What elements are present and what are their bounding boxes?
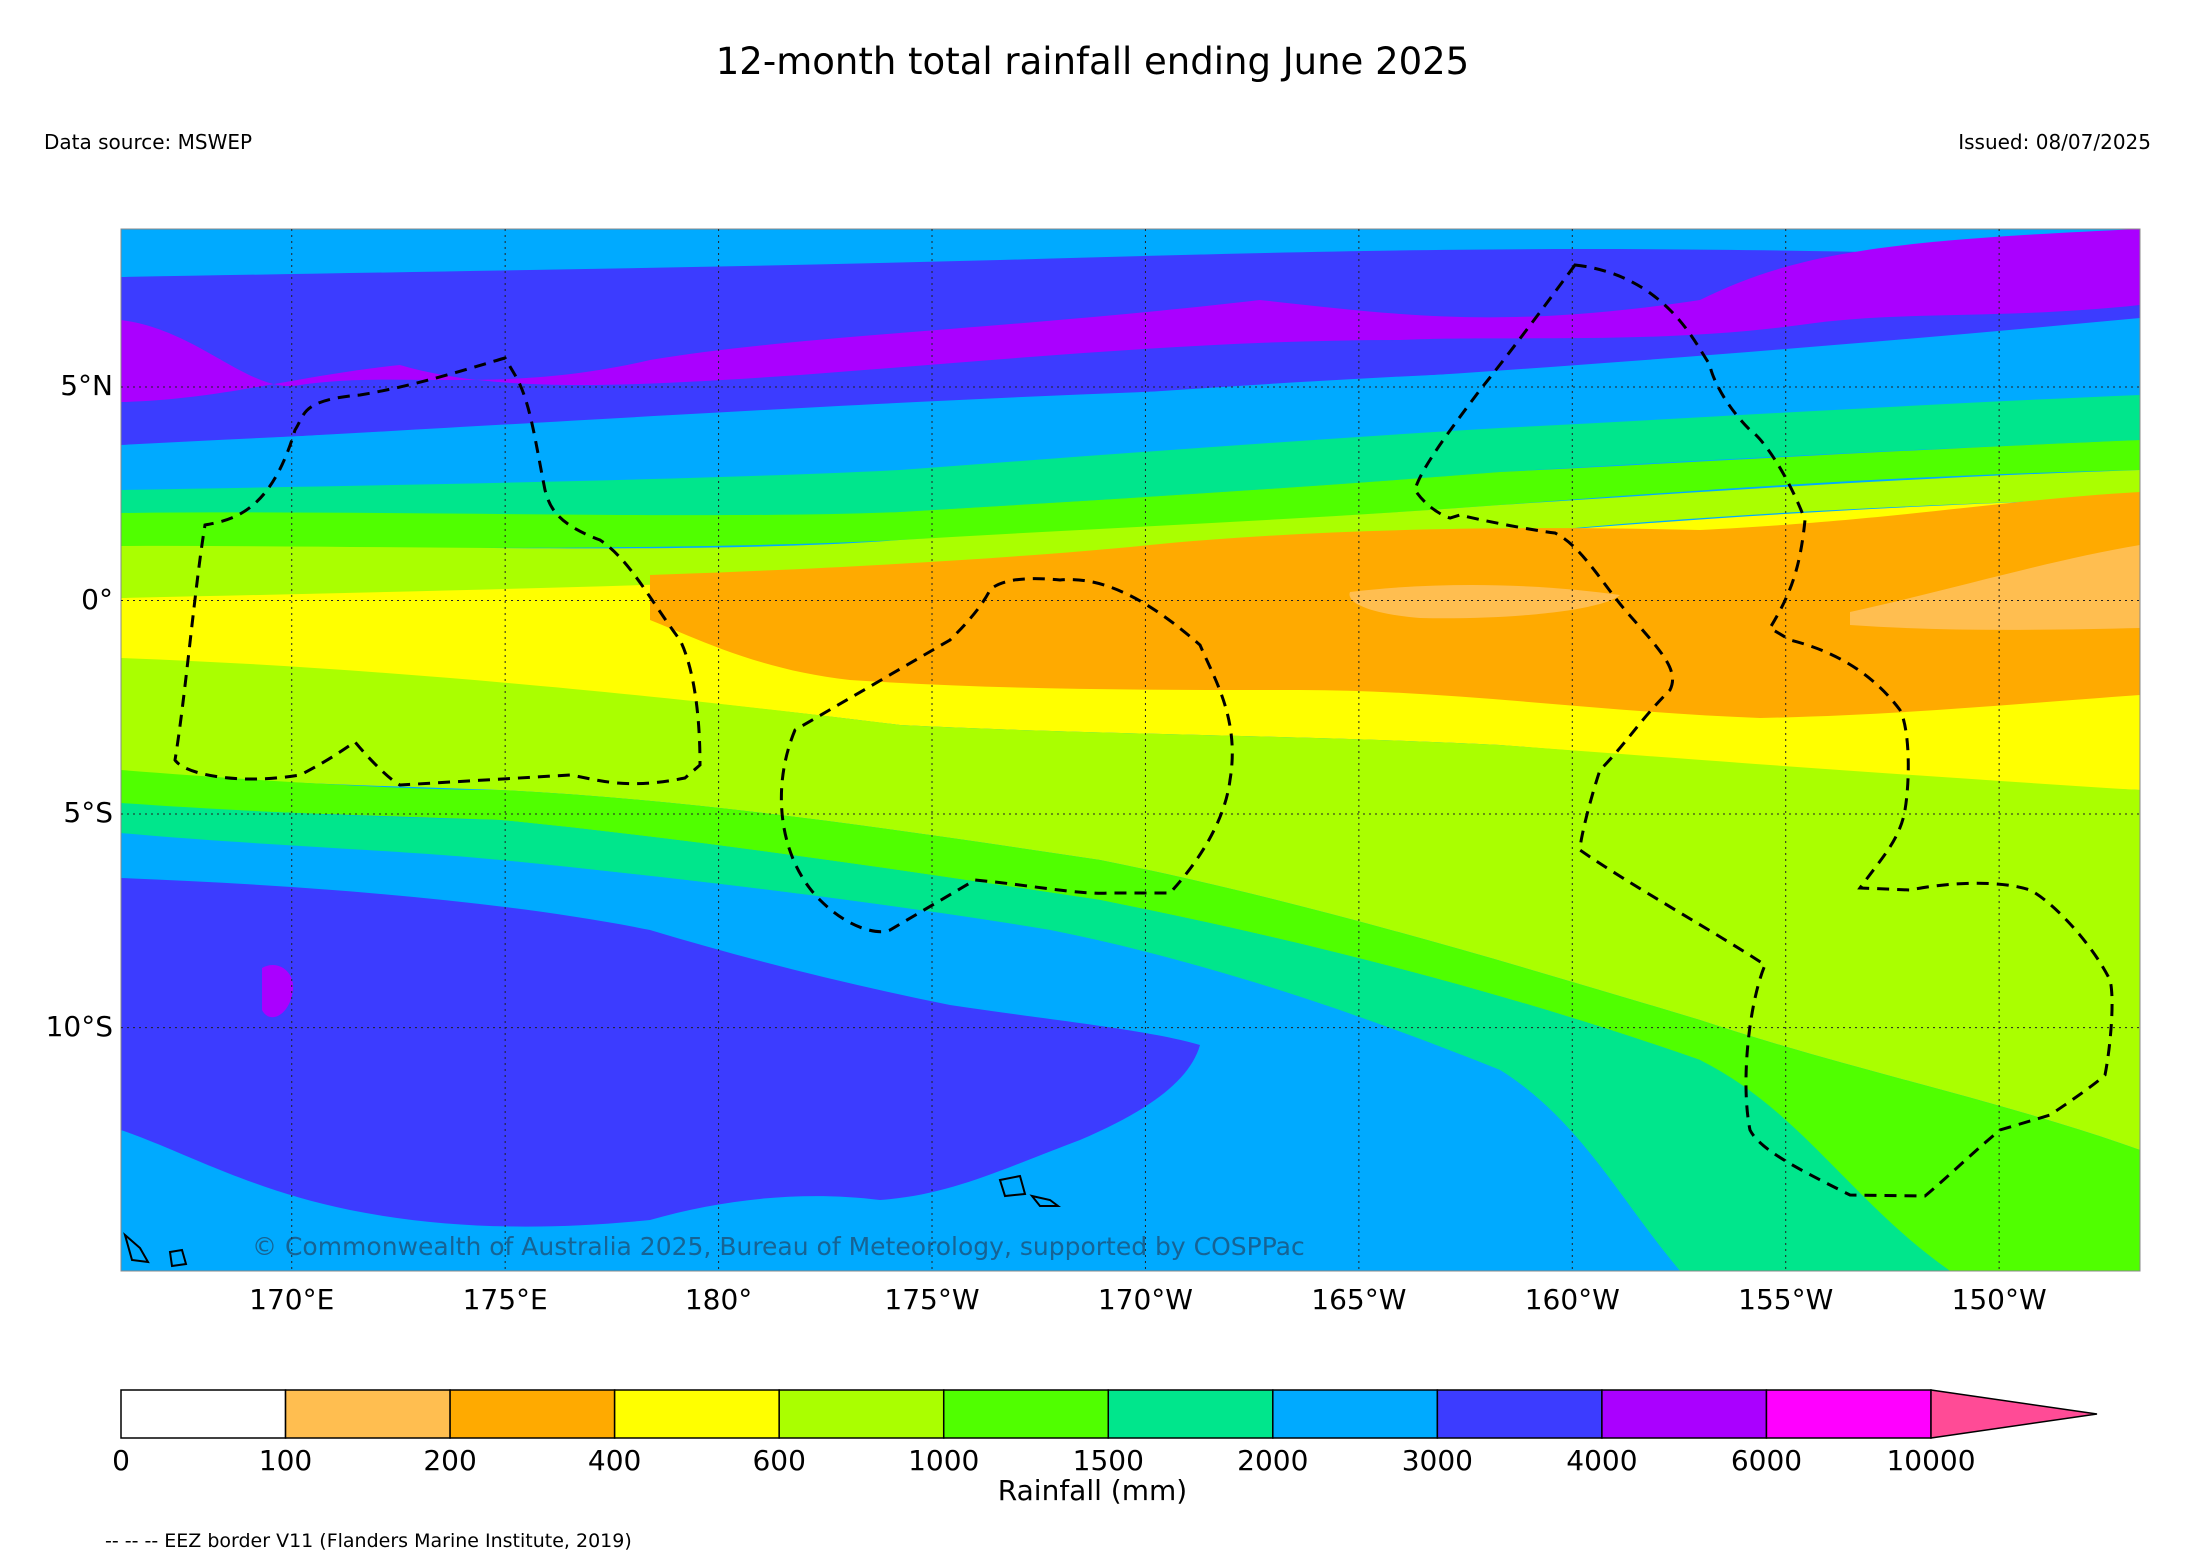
data-source-label: Data source: MSWEP	[44, 130, 253, 154]
colorbar-tick-label: 10000	[1886, 1444, 1976, 1477]
eez-borders	[173, 263, 2114, 1198]
colorbar-tick-label: 200	[423, 1444, 477, 1477]
island-outline-b	[1029, 1194, 1061, 1207]
map-frame	[120, 228, 2141, 1272]
lat-tick-label: 5°N	[60, 369, 113, 402]
colorbar-tick-label: 1000	[908, 1444, 980, 1477]
eez-legend-note: -- -- -- EEZ border V11 (Flanders Marine…	[105, 1530, 632, 1552]
colorbar-tick-label: 6000	[1730, 1444, 1803, 1477]
eez-border-tuvalu-kiribati-west	[173, 356, 702, 787]
lon-tick-label: 175°W	[884, 1283, 980, 1316]
band-2000-3000-mid	[121, 350, 2140, 492]
band-1500-2000-north	[121, 395, 2140, 518]
colorbar-tick-label: 600	[752, 1444, 806, 1477]
band-600-1000-north	[121, 470, 2140, 600]
island-outline-d	[168, 1248, 188, 1268]
lat-tick-label: 10°S	[45, 1009, 113, 1043]
colorbar-cell	[613, 1389, 780, 1439]
lon-tick-label: 150°W	[1951, 1283, 2047, 1316]
colorbar-tick-label: 100	[258, 1444, 313, 1477]
eez-border-tokelau-samoa	[779, 577, 1234, 934]
rainfall-field	[121, 229, 2140, 1271]
map-title: 12-month total rainfall ending June 2025	[715, 40, 1470, 83]
colorbar-tick-label: 4000	[1566, 1444, 1638, 1477]
lon-tick-label: 170°W	[1097, 1283, 1193, 1316]
colorbar-cell	[120, 1389, 287, 1439]
band-100-200-pocket-b	[1850, 545, 2140, 630]
colorbar-cells	[120, 1389, 1932, 1439]
lon-tick-label: 155°W	[1738, 1283, 1834, 1316]
colorbar-tick-label: 0	[112, 1444, 130, 1477]
colorbar-cell	[1272, 1389, 1439, 1439]
band-1500-2000-south	[121, 803, 1950, 1271]
island-outline-c	[123, 1232, 150, 1264]
lon-tick-label: 165°W	[1311, 1283, 1407, 1316]
colorbar-tick-label: 400	[587, 1444, 642, 1477]
lat-tick-label: 5°S	[63, 796, 113, 830]
colorbar-extend-arrow	[1930, 1389, 2098, 1439]
colorbar-cell	[1765, 1389, 1932, 1439]
island-outline-a	[998, 1174, 1027, 1198]
colorbar-cell	[1107, 1389, 1274, 1439]
band-4000-6000-spot	[262, 965, 294, 1018]
colorbar-cell	[284, 1389, 451, 1439]
colorbar-tick-label: 3000	[1401, 1444, 1473, 1477]
band-1000-1500-north	[121, 440, 2140, 549]
lon-tick-label: 175°E	[462, 1283, 548, 1316]
colorbar-cell	[449, 1389, 616, 1439]
band-600-1000-south	[121, 658, 2140, 1150]
colorbar-cell	[1601, 1389, 1768, 1439]
lat-tick-label: 0°	[81, 582, 113, 616]
copyright-notice: © Commonwealth of Australia 2025, Bureau…	[252, 1232, 1305, 1261]
graticule	[121, 229, 2140, 1271]
band-3000-4000-south	[121, 878, 1200, 1227]
colorbar-tick-label: 2000	[1237, 1444, 1309, 1477]
band-1000-1500-south	[121, 770, 2140, 1271]
colorbar-cell	[1436, 1389, 1603, 1439]
band-100-200-pocket-a	[1349, 584, 1620, 619]
lon-tick-label: 170°E	[249, 1283, 335, 1316]
lon-tick-label: 160°W	[1524, 1283, 1620, 1316]
issued-date-label: Issued: 08/07/2025	[1958, 130, 2151, 154]
island-outlines	[123, 1174, 1061, 1268]
colorbar-cell	[942, 1389, 1110, 1439]
colorbar-label: Rainfall (mm)	[997, 1474, 1188, 1507]
colorbar-cell	[778, 1389, 945, 1439]
eez-border-kiribati-line	[1413, 263, 2114, 1198]
lon-tick-label: 180°	[684, 1283, 753, 1316]
band-4000-6000-north	[121, 229, 2140, 402]
colorbar-tick-label: 1500	[1072, 1444, 1144, 1477]
